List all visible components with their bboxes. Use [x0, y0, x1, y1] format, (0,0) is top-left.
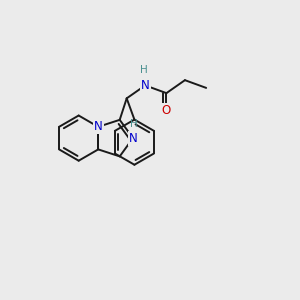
Text: H: H	[130, 118, 138, 129]
Text: N: N	[94, 120, 103, 133]
Text: N: N	[141, 79, 150, 92]
Text: H: H	[140, 65, 147, 75]
Text: O: O	[162, 103, 171, 117]
Text: N: N	[129, 132, 137, 145]
